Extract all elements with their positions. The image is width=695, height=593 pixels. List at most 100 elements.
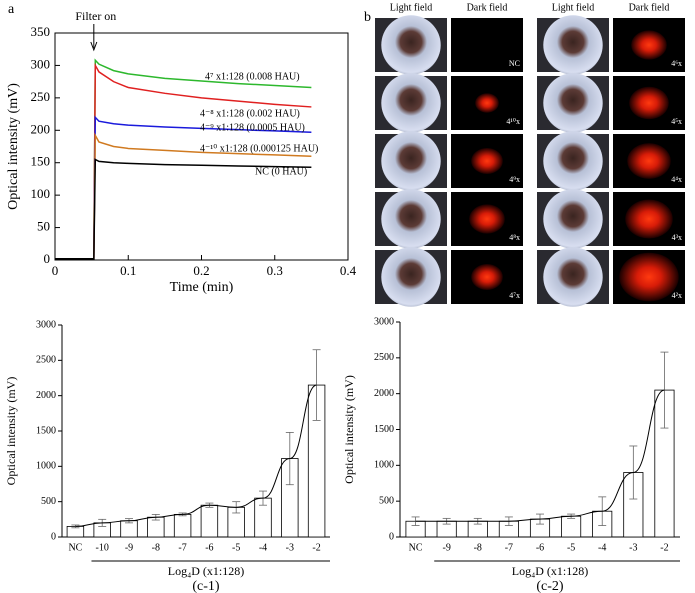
panel-b: b Light field Dark field Light field Dark fi… [364,2,685,307]
bar [561,515,582,538]
y-tick-label: 2000 [374,388,394,399]
x-tick-label: -7 [178,542,186,553]
y-tick-label: 3000 [374,316,394,327]
x-tick-label: -3 [286,542,294,553]
fluorescence [631,30,667,60]
data-line [55,158,312,260]
image-label: 4⁹x [509,175,520,184]
y-tick-label: 500 [41,496,56,507]
x-axis-label: Log₄D (x1:128) [168,564,245,578]
column-header: Light field [552,2,595,13]
x-tick-label: -2 [312,542,320,553]
fluorescence [625,199,673,239]
y-tick-label: 2500 [36,355,56,366]
image-label: NC [509,59,520,68]
x-tick-label: -8 [152,542,160,553]
y-tick-label: 150 [31,154,51,169]
y-tick-label: 3000 [36,319,56,330]
y-tick-label: 500 [379,495,394,506]
image-label: 4²x [672,291,682,300]
x-tick-label: -9 [442,542,450,553]
fluorescence [471,264,503,290]
x-tick-label: NC [68,542,82,553]
x-tick-label: NC [409,542,423,553]
light-field-well [543,131,603,191]
y-axis-label: Optical intensity (mV) [342,375,356,484]
image-label: 4⁴x [671,175,682,184]
y-tick-label: 350 [31,24,51,39]
y-tick-label: 100 [31,186,51,201]
column-header: Light field [390,2,433,13]
y-tick-label: 50 [37,219,50,234]
light-field-well [381,15,441,75]
caption: (c-2) [536,579,564,593]
series-label: 4⁻¹⁰ x1:128 (0.000125 HAU) [200,143,318,154]
y-axis-label: Optical intensity (mV) [4,377,18,486]
y-tick-label: 0 [51,531,56,542]
image-label: 4³x [672,233,682,242]
light-field-well [381,131,441,191]
x-tick-label: 0.4 [340,263,357,278]
bar [200,504,219,538]
y-tick-label: 250 [31,89,51,104]
x-tick-label: 0.2 [193,263,209,278]
x-tick-label: -4 [598,542,606,553]
x-tick-label: -10 [96,542,109,553]
x-tick-label: -6 [536,542,544,553]
series-label: NC (0 HAU) [255,166,307,177]
dark-field-image [451,18,523,72]
light-field-well [381,247,441,307]
x-tick-label: -3 [629,542,637,553]
panel-label: a [8,2,15,17]
series-label: 4⁻⁸ x1:128 (0.002 HAU) [200,108,300,119]
x-tick-label: 0 [52,263,59,278]
x-axis-label: Log₄D (x1:128) [512,564,589,578]
fluorescence [471,148,503,174]
series-label: 4⁻⁹ x1:128 (0.0005 HAU) [200,122,305,133]
bar [173,513,192,538]
x-tick-label: -9 [125,542,133,553]
x-tick-label: 0.3 [267,263,283,278]
fit-curve [415,389,665,522]
image-label: 4⁵x [671,117,682,126]
y-tick-label: 0 [44,251,51,266]
image-label: 4⁸x [509,233,520,242]
image-label: 4⁷x [509,291,520,300]
light-field-well [543,15,603,75]
x-tick-label: 0.1 [120,263,136,278]
x-tick-label: -5 [567,542,575,553]
light-field-well [543,73,603,133]
x-tick-label: -2 [660,542,668,553]
fluorescence [627,143,671,179]
y-tick-label: 200 [31,121,51,136]
column-header: Dark field [629,2,670,13]
x-tick-label: -8 [474,542,482,553]
image-label: 4⁶x [671,59,682,68]
y-axis-label: Optical intensity (mV) [6,83,21,210]
annotation: Filter on [75,9,116,23]
image-label: 4¹⁰x [506,117,520,126]
fluorescence [475,93,499,113]
y-tick-label: 1500 [374,424,394,435]
x-tick-label: -5 [232,542,240,553]
y-tick-label: 1500 [36,425,56,436]
x-tick-label: -4 [259,542,267,553]
y-tick-label: 2000 [36,390,56,401]
column-header: Dark field [467,2,508,13]
annotation-arrowhead [90,41,98,52]
x-axis-label: Time (min) [170,280,234,295]
light-field-well [543,247,603,307]
fit-curve [75,384,317,527]
light-field-well [381,73,441,133]
light-field-well [381,189,441,249]
y-tick-label: 300 [31,56,51,71]
caption: (c-1) [192,579,220,593]
y-tick-label: 2500 [374,352,394,363]
fluorescence [469,204,505,234]
light-field-well [543,189,603,249]
series-label: 4⁷ x1:128 (0.008 HAU) [205,71,300,82]
y-tick-label: 1000 [36,461,56,472]
panel-label: b [364,10,371,25]
fluorescence [619,252,679,302]
